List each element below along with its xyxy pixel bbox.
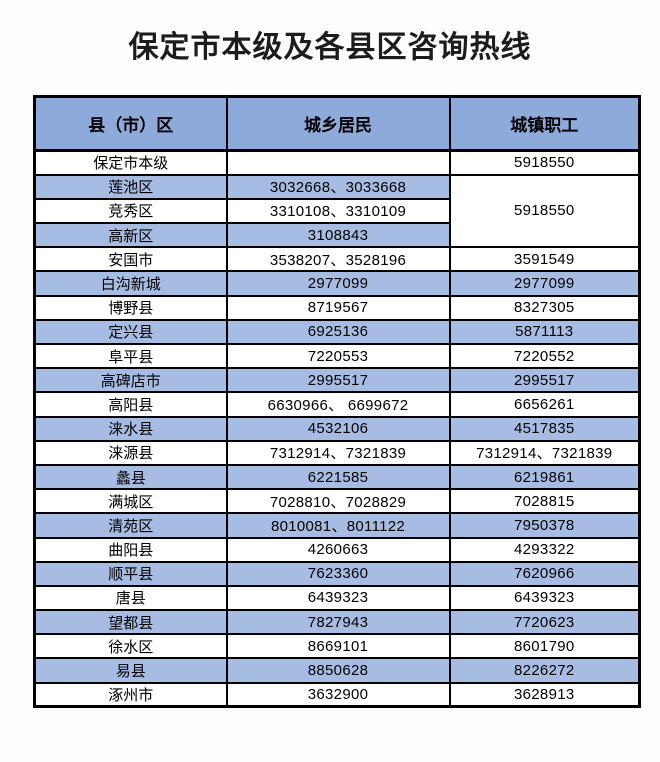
table-row: 涿州市 3632900 3628913 (33, 681, 641, 708)
resident-phone-cell: 8719567 (225, 294, 451, 321)
resident-phone-cell: 3310108、3310109 (225, 197, 451, 225)
district-cell: 曲阳县 (33, 536, 228, 563)
table-row: 高新区 3108843 (33, 222, 640, 249)
hotline-table: 县（市）区 城乡居民 城镇职工 保定市本级 5918550 莲池区 303266… (33, 95, 641, 709)
header-resident: 城乡居民 (225, 95, 451, 152)
district-cell: 高新区 (33, 222, 228, 249)
district-cell: 定兴县 (33, 318, 228, 346)
resident-phone-cell: 8850628 (225, 657, 451, 684)
resident-phone-cell: 3108843 (225, 222, 451, 249)
worker-phone-cell: 2995517 (448, 367, 641, 394)
resident-phone-cell: 3632900 (225, 681, 451, 708)
table-row: 定兴县 6925136 5871113 (33, 318, 641, 346)
worker-phone-cell: 8601790 (448, 633, 641, 660)
worker-phone-cell: 5918550 (448, 149, 641, 176)
table-row: 徐水区 8669101 8601790 (33, 633, 641, 660)
worker-phone-cell: 3628913 (448, 681, 641, 708)
resident-phone-cell: 2977099 (225, 270, 451, 297)
district-cell: 保定市本级 (33, 149, 228, 176)
district-cell: 望都县 (33, 609, 228, 636)
table-row: 清苑区 8010081、8011122 7950378 (33, 512, 641, 539)
worker-phone-cell: 4293322 (448, 536, 641, 563)
resident-phone-cell: 8669101 (225, 633, 451, 660)
district-cell: 阜平县 (33, 342, 228, 370)
worker-phone-cell: 8226272 (448, 657, 641, 684)
worker-phone-cell: 7028815 (448, 488, 641, 515)
resident-phone-cell: 3032668、3033668 (225, 173, 451, 200)
header-district: 县（市）区 (33, 95, 228, 152)
resident-phone-cell: 6630966、 6699672 (225, 391, 451, 418)
worker-phone-cell: 6656261 (448, 391, 641, 418)
worker-phone-cell: 6219861 (448, 463, 641, 491)
resident-phone-cell: 6439323 (225, 584, 451, 612)
resident-phone-cell: 7623360 (225, 560, 451, 587)
district-cell: 清苑区 (33, 512, 228, 539)
resident-phone-cell: 8010081、8011122 (225, 512, 451, 539)
district-cell: 涞水县 (33, 415, 228, 442)
table-row: 唐县 6439323 6439323 (33, 584, 641, 612)
header-worker: 城镇职工 (448, 95, 641, 152)
resident-phone-cell: 4532106 (225, 415, 451, 442)
resident-phone-cell: 7220553 (225, 342, 451, 370)
district-cell: 蠡县 (33, 463, 228, 491)
resident-phone-cell: 4260663 (225, 536, 451, 563)
worker-phone-cell: 6439323 (448, 584, 641, 612)
district-cell: 安国市 (33, 246, 228, 273)
district-cell: 莲池区 (33, 173, 228, 200)
table-row: 蠡县 6221585 6219861 (33, 463, 641, 491)
table-body: 保定市本级 5918550 莲池区 3032668、3033668 591855… (33, 149, 641, 708)
resident-phone-cell (225, 149, 451, 176)
table-row: 高阳县 6630966、 6699672 6656261 (33, 391, 641, 418)
table-row: 望都县 7827943 7720623 (33, 609, 641, 636)
worker-phone-cell: 8327305 (448, 294, 641, 321)
worker-phone-cell: 5871113 (448, 318, 641, 346)
table-row: 顺平县 7623360 7620966 (33, 560, 641, 587)
table-row: 高碑店市 2995517 2995517 (33, 367, 641, 394)
district-cell: 高阳县 (33, 391, 228, 418)
table-row: 博野县 8719567 8327305 (33, 294, 641, 321)
table-row: 莲池区 3032668、3033668 5918550 (33, 173, 641, 249)
worker-phone-cell: 3591549 (448, 246, 641, 273)
resident-phone-cell: 7827943 (225, 609, 451, 636)
header-row: 县（市）区 城乡居民 城镇职工 (33, 95, 641, 152)
district-cell: 唐县 (33, 584, 228, 612)
resident-phone-cell: 7312914、7321839 (225, 439, 451, 466)
table-header: 县（市）区 城乡居民 城镇职工 (33, 95, 641, 152)
district-cell: 白沟新城 (33, 270, 228, 297)
district-cell: 涿州市 (33, 681, 228, 708)
worker-phone-cell: 7312914、7321839 (448, 439, 641, 466)
district-cell: 满城区 (33, 488, 228, 515)
district-cell: 涞源县 (33, 439, 228, 466)
worker-phone-cell: 7950378 (448, 512, 641, 539)
worker-phone-merged-cell: 5918550 (448, 173, 641, 249)
district-cell: 易县 (33, 657, 228, 684)
worker-phone-cell: 7220552 (448, 342, 641, 370)
table-row: 满城区 7028810、7028829 7028815 (33, 488, 641, 515)
district-cell: 高碑店市 (33, 367, 228, 394)
resident-phone-cell: 6925136 (225, 318, 451, 346)
resident-phone-cell: 2995517 (225, 367, 451, 394)
table-row: 涞源县 7312914、7321839 7312914、7321839 (33, 439, 641, 466)
table-row: 阜平县 7220553 7220552 (33, 342, 641, 370)
table-row: 保定市本级 5918550 (33, 149, 641, 176)
district-cell: 徐水区 (33, 633, 228, 660)
worker-phone-cell: 4517835 (448, 415, 641, 442)
table-row: 曲阳县 4260663 4293322 (33, 536, 641, 563)
page-title: 保定市本级及各县区咨询热线 (128, 31, 532, 64)
table-row: 安国市 3538207、3528196 3591549 (33, 246, 641, 273)
resident-phone-cell: 3538207、3528196 (225, 246, 451, 273)
worker-phone-cell: 7620966 (448, 560, 641, 587)
resident-phone-cell: 6221585 (225, 463, 451, 491)
district-cell: 博野县 (33, 294, 228, 321)
resident-phone-cell: 7028810、7028829 (225, 488, 451, 515)
worker-phone-cell: 7720623 (448, 609, 641, 636)
table-row: 涞水县 4532106 4517835 (33, 415, 641, 442)
table-row: 易县 8850628 8226272 (33, 657, 641, 684)
district-cell: 顺平县 (33, 560, 228, 587)
table-row: 竞秀区 3310108、3310109 (33, 197, 640, 225)
table-row: 白沟新城 2977099 2977099 (33, 270, 641, 297)
worker-phone-cell: 2977099 (448, 270, 641, 297)
district-cell: 竞秀区 (33, 197, 228, 225)
